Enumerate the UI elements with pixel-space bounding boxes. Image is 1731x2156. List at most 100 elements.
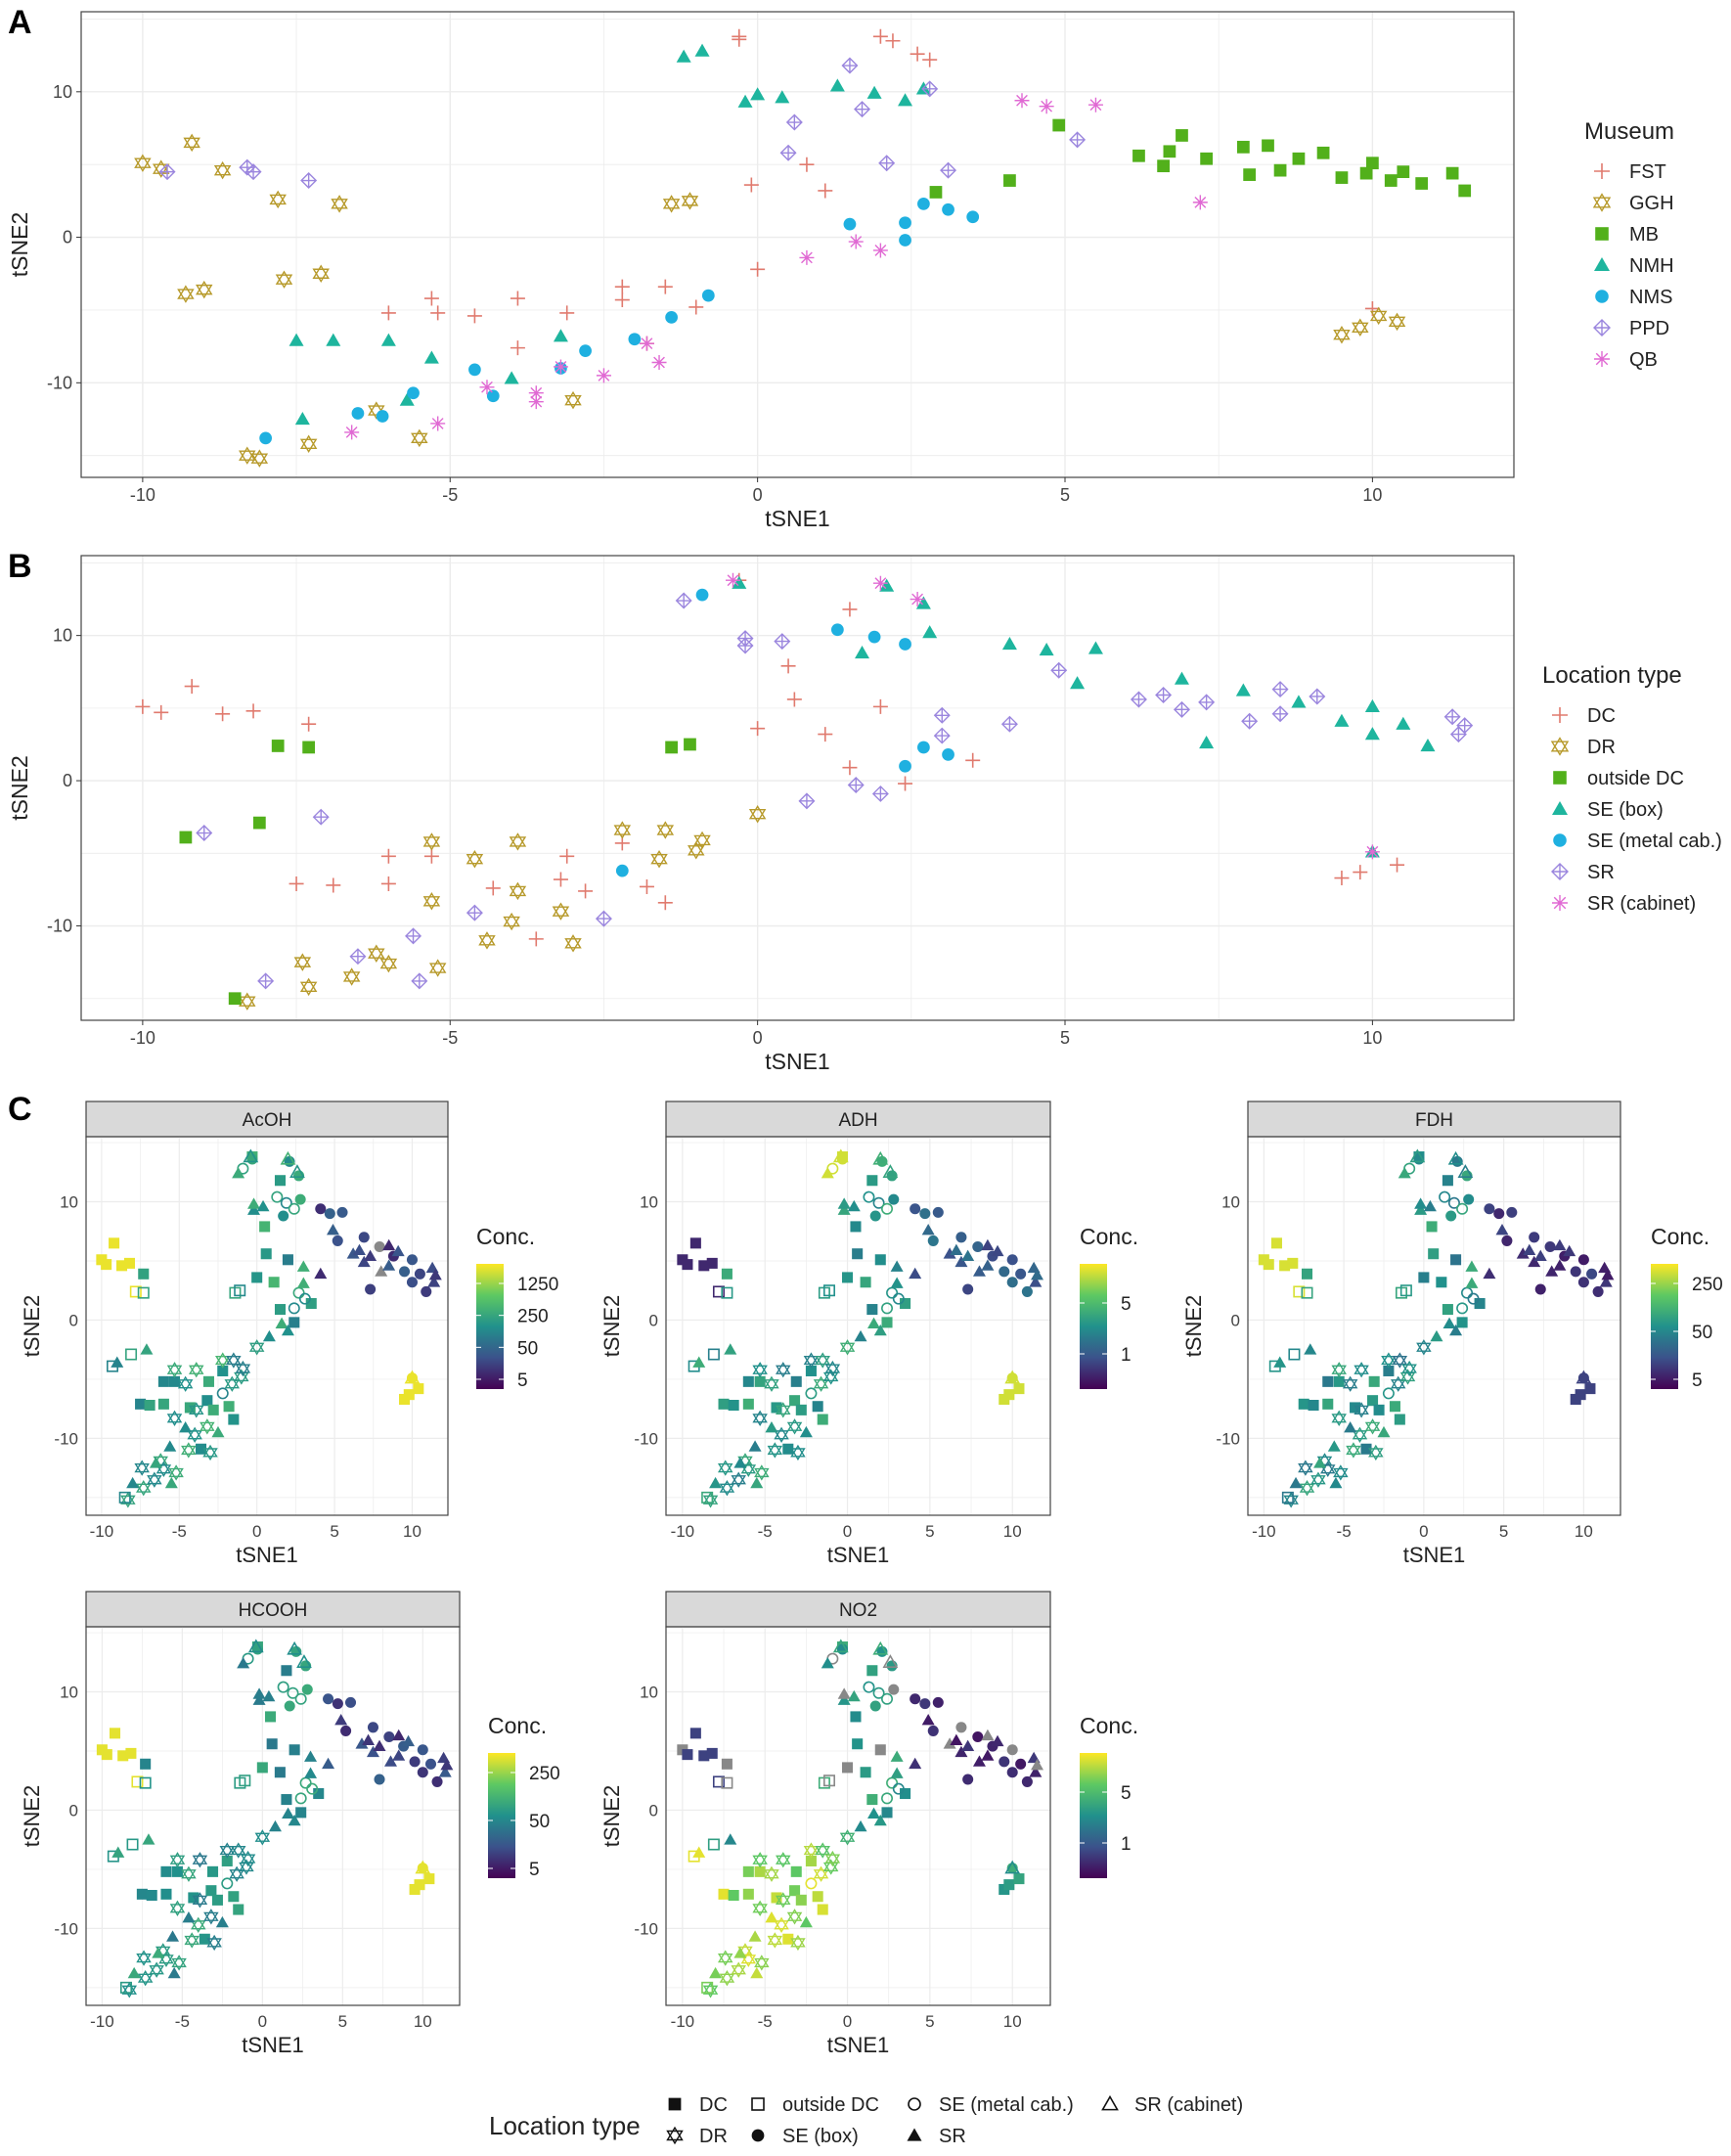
data-point: [742, 1888, 754, 1900]
data-point: [183, 133, 200, 153]
y-axis-title: tSNE2: [20, 1785, 44, 1848]
data-point: [154, 704, 169, 720]
data-point: [752, 1362, 768, 1378]
data-point: [881, 1807, 893, 1819]
data-point: [1436, 1277, 1447, 1288]
data-point: [1399, 1284, 1412, 1297]
data-point: [1392, 1352, 1408, 1369]
x-axis-title: tSNE1: [827, 1543, 890, 1567]
data-point: [1528, 1255, 1541, 1268]
data-point: [109, 1728, 121, 1739]
data-point: [349, 948, 367, 966]
data-point: [559, 848, 575, 864]
data-point: [872, 575, 888, 591]
data-point: [940, 161, 957, 179]
data-point: [240, 1850, 256, 1867]
legend-key: [1593, 319, 1611, 337]
data-point: [921, 80, 939, 98]
data-point: [134, 1460, 150, 1476]
data-point: [910, 46, 925, 62]
legend-label: DC: [1587, 705, 1616, 727]
data-point: [1235, 683, 1251, 696]
data-point: [790, 1934, 806, 1952]
colorbar-title: Conc.: [1080, 1713, 1138, 1738]
data-point: [1426, 1221, 1438, 1233]
data-point: [380, 305, 396, 321]
y-tick-label: 0: [649, 1801, 658, 1819]
data-point: [164, 1476, 178, 1489]
data-point: [424, 1758, 437, 1770]
y-tick-label: 10: [640, 1684, 658, 1702]
legend-key: [1552, 801, 1568, 815]
data-point: [1430, 1329, 1443, 1342]
data-point: [202, 1444, 218, 1461]
colorbar-label: 250: [529, 1764, 560, 1784]
data-point: [698, 1260, 710, 1272]
data-point: [1263, 1259, 1274, 1271]
data-point: [250, 449, 269, 468]
data-point: [336, 1206, 348, 1218]
data-point: [1384, 174, 1398, 187]
data-point: [991, 1244, 1004, 1257]
data-point: [257, 972, 275, 990]
x-tick-label: 5: [330, 1522, 338, 1541]
data-point: [701, 1491, 714, 1504]
data-point: [843, 217, 857, 231]
data-point: [867, 1317, 881, 1328]
data-point: [1198, 694, 1216, 711]
data-point: [430, 416, 446, 431]
data-point: [1334, 871, 1350, 886]
legend-label: DC: [699, 2094, 728, 2116]
y-tick-label: 10: [60, 1193, 78, 1212]
data-point: [234, 1284, 246, 1297]
data-point: [251, 1272, 263, 1283]
data-point: [854, 1819, 867, 1832]
data-point: [771, 1402, 782, 1414]
data-point: [881, 1792, 894, 1805]
data-point: [1287, 1257, 1299, 1269]
data-point: [228, 992, 242, 1006]
legend-key: [666, 2126, 684, 2145]
data-point: [266, 1738, 278, 1750]
data-point: [224, 1375, 241, 1392]
legend-label: SE (metal cab.): [939, 2094, 1074, 2116]
data-point: [1523, 1243, 1536, 1255]
data-point: [1301, 1268, 1313, 1280]
data-point: [247, 1639, 264, 1653]
data-point: [639, 878, 654, 894]
legend-label: SR: [939, 2126, 966, 2147]
x-tick-label: -10: [90, 2012, 114, 2031]
data-point: [504, 371, 519, 384]
colorbar-label: 50: [1692, 1323, 1712, 1343]
data-point: [863, 1190, 875, 1203]
data-point: [786, 1418, 803, 1435]
legend-key: [907, 2128, 922, 2141]
data-point: [219, 1842, 236, 1859]
data-point: [786, 1909, 803, 1925]
data-point: [288, 1814, 301, 1826]
data-point: [299, 1776, 312, 1789]
data-point: [842, 1272, 854, 1283]
data-point: [288, 1202, 300, 1215]
data-point: [288, 1744, 300, 1756]
data-point: [789, 1885, 801, 1897]
y-tick-label: 0: [63, 228, 72, 247]
data-point: [1029, 1276, 1043, 1287]
data-point: [724, 1833, 737, 1845]
legend-title: Location type: [1542, 662, 1682, 689]
legend-key: [1553, 833, 1567, 847]
data-point: [662, 195, 681, 213]
colorbar-label: 250: [1692, 1275, 1723, 1295]
data-point: [872, 698, 888, 714]
data-point: [890, 1260, 904, 1272]
legend-label: SE (box): [1587, 799, 1664, 821]
data-point: [1029, 1766, 1043, 1777]
data-point: [1577, 1254, 1589, 1266]
series-sr-cabinet-: [725, 572, 1380, 860]
data-point: [315, 1203, 327, 1215]
facet-adh: ADH -10 -5 0 5 10 -10 0 10 tSNE1 tSNE2 Conc. 5 1: [599, 1100, 1138, 1567]
data-point: [790, 1865, 802, 1877]
data-point: [278, 1210, 289, 1222]
data-point: [1192, 195, 1208, 210]
data-point: [111, 1846, 125, 1858]
